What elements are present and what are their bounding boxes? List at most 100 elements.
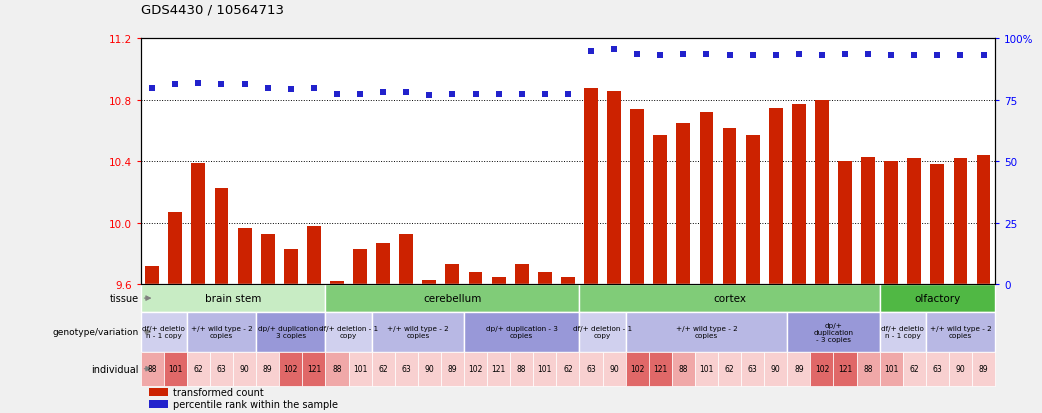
Text: 62: 62: [194, 364, 203, 373]
Text: 101: 101: [168, 364, 182, 373]
Bar: [511, 352, 534, 386]
Bar: [885, 162, 898, 285]
Bar: [811, 352, 834, 386]
Point: [929, 53, 946, 59]
Bar: [372, 312, 464, 352]
Point: [605, 47, 622, 53]
Text: 102: 102: [283, 364, 298, 373]
Point: [214, 82, 230, 88]
Text: 90: 90: [424, 364, 435, 373]
Point: [444, 91, 461, 98]
Point: [537, 91, 553, 98]
Text: 88: 88: [148, 364, 157, 373]
Text: 89: 89: [978, 364, 989, 373]
Point: [744, 53, 761, 59]
Text: 62: 62: [378, 364, 388, 373]
Text: 102: 102: [630, 364, 644, 373]
Bar: [908, 159, 921, 285]
Text: transformed count: transformed count: [173, 387, 264, 397]
Bar: [215, 188, 228, 285]
Text: 88: 88: [517, 364, 526, 373]
Bar: [376, 243, 390, 285]
Point: [652, 53, 669, 59]
Bar: [399, 234, 414, 285]
Point: [837, 51, 853, 58]
Bar: [141, 312, 187, 352]
Text: percentile rank within the sample: percentile rank within the sample: [173, 399, 339, 409]
Point: [352, 91, 369, 98]
Bar: [630, 110, 644, 285]
Bar: [879, 312, 926, 352]
Text: 88: 88: [864, 364, 873, 373]
Bar: [256, 352, 279, 386]
Bar: [192, 164, 205, 285]
Text: individual: individual: [92, 364, 139, 374]
Bar: [348, 352, 372, 386]
Point: [698, 51, 715, 58]
Text: 90: 90: [956, 364, 965, 373]
Bar: [169, 213, 182, 285]
Text: 101: 101: [538, 364, 552, 373]
Point: [514, 91, 530, 98]
Bar: [676, 123, 690, 285]
Bar: [695, 352, 718, 386]
Bar: [931, 165, 944, 285]
Bar: [187, 312, 256, 352]
Bar: [741, 352, 764, 386]
Bar: [579, 312, 625, 352]
Text: GDS4430 / 10564713: GDS4430 / 10564713: [141, 4, 283, 17]
Point: [305, 85, 322, 92]
Point: [328, 91, 345, 98]
Bar: [209, 352, 233, 386]
Bar: [718, 352, 741, 386]
Bar: [746, 136, 760, 285]
Bar: [976, 156, 991, 285]
Text: brain stem: brain stem: [205, 293, 262, 304]
Point: [375, 90, 392, 96]
Bar: [953, 159, 967, 285]
Bar: [487, 352, 511, 386]
Text: 63: 63: [586, 364, 596, 373]
Point: [628, 51, 645, 58]
Bar: [149, 388, 168, 396]
Bar: [879, 352, 902, 386]
Bar: [325, 285, 579, 312]
Point: [491, 91, 507, 98]
Point: [860, 51, 876, 58]
Text: +/+ wild type - 2
copies: +/+ wild type - 2 copies: [387, 325, 449, 339]
Text: 102: 102: [815, 364, 829, 373]
Text: 63: 63: [933, 364, 942, 373]
Bar: [307, 226, 321, 285]
Text: 90: 90: [610, 364, 619, 373]
Bar: [561, 277, 575, 285]
Point: [560, 91, 576, 98]
Text: 63: 63: [217, 364, 226, 373]
Point: [467, 91, 483, 98]
Text: +/+ wild type - 2
copies: +/+ wild type - 2 copies: [191, 325, 252, 339]
Point: [721, 53, 738, 59]
Text: cortex: cortex: [713, 293, 746, 304]
Point: [975, 53, 992, 59]
Point: [144, 85, 160, 92]
Text: 88: 88: [678, 364, 688, 373]
Text: dp/+ duplication -
3 copies: dp/+ duplication - 3 copies: [258, 325, 323, 339]
Text: df/+ deletion - 1
copy: df/+ deletion - 1 copy: [319, 325, 378, 339]
Text: +/+ wild type - 2
copies: +/+ wild type - 2 copies: [675, 325, 738, 339]
Bar: [926, 312, 995, 352]
Text: 88: 88: [332, 364, 342, 373]
Bar: [238, 228, 251, 285]
Text: 63: 63: [401, 364, 412, 373]
Point: [675, 51, 692, 58]
Bar: [325, 352, 348, 386]
Point: [814, 53, 830, 59]
Text: 121: 121: [838, 364, 852, 373]
Text: 90: 90: [240, 364, 249, 373]
Bar: [579, 285, 879, 312]
Text: 101: 101: [884, 364, 898, 373]
Bar: [418, 352, 441, 386]
Bar: [534, 352, 556, 386]
Point: [791, 51, 808, 58]
Bar: [330, 282, 344, 285]
Point: [952, 53, 969, 59]
Bar: [141, 352, 164, 386]
